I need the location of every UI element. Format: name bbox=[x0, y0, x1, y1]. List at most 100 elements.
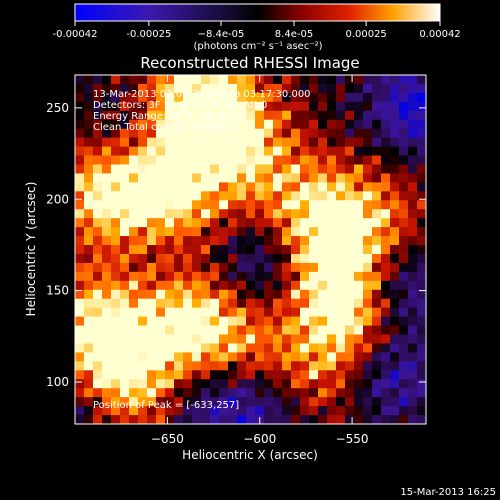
heatmap-cell bbox=[255, 262, 265, 273]
heatmap-cell bbox=[372, 227, 382, 237]
heatmap-cell bbox=[165, 164, 175, 175]
heatmap-cell bbox=[156, 75, 166, 85]
heatmap-cell bbox=[120, 83, 130, 94]
heatmap-cell bbox=[363, 173, 373, 183]
heatmap-cell bbox=[183, 352, 193, 362]
heatmap-cell bbox=[345, 146, 355, 157]
heatmap-cell bbox=[273, 298, 283, 309]
heatmap-cell bbox=[327, 325, 337, 336]
heatmap-cell bbox=[228, 388, 238, 398]
heatmap-cell bbox=[147, 343, 157, 354]
heatmap-cell bbox=[417, 334, 426, 345]
heatmap-cell bbox=[174, 397, 184, 407]
heatmap-cell bbox=[147, 137, 157, 148]
heatmap-cell bbox=[408, 227, 418, 237]
heatmap-cell bbox=[309, 164, 319, 175]
heatmap-cell bbox=[156, 253, 166, 264]
heatmap-cell bbox=[282, 289, 292, 300]
heatmap-cell bbox=[84, 146, 94, 157]
heatmap-cell bbox=[75, 101, 85, 112]
heatmap-cell bbox=[219, 75, 229, 85]
heatmap-cell bbox=[156, 379, 166, 389]
heatmap-cell bbox=[174, 245, 184, 255]
heatmap-cell bbox=[327, 128, 337, 139]
heatmap-cell bbox=[138, 191, 148, 201]
heatmap-cell bbox=[138, 370, 148, 380]
heatmap-cell bbox=[84, 164, 94, 175]
heatmap-cell bbox=[201, 245, 211, 255]
heatmap-cell bbox=[309, 173, 319, 183]
heatmap-cell bbox=[138, 316, 148, 327]
heatmap-cell bbox=[318, 280, 328, 291]
heatmap-cell bbox=[228, 137, 238, 148]
heatmap-cell bbox=[138, 397, 148, 407]
heatmap-cell bbox=[255, 298, 265, 309]
heatmap-cell bbox=[93, 307, 103, 318]
heatmap-cell bbox=[201, 137, 211, 148]
heatmap-cell bbox=[165, 119, 175, 130]
heatmap-cell bbox=[75, 200, 85, 210]
heatmap-cell bbox=[219, 280, 229, 291]
heatmap-cell bbox=[372, 415, 382, 424]
heatmap-cell bbox=[228, 101, 238, 112]
heatmap-cell bbox=[120, 245, 130, 255]
heatmap-cell bbox=[201, 343, 211, 354]
heatmap-cell bbox=[390, 200, 400, 210]
heatmap-cell bbox=[336, 289, 346, 300]
heatmap-cell bbox=[372, 191, 382, 201]
heatmap-cell bbox=[129, 236, 139, 246]
heatmap-cell bbox=[102, 101, 112, 112]
heatmap-cell bbox=[408, 182, 418, 192]
heatmap-cell bbox=[111, 307, 121, 318]
heatmap-cell bbox=[111, 110, 121, 121]
heatmap-cell bbox=[147, 406, 157, 416]
heatmap-cell bbox=[120, 298, 130, 309]
heatmap-cell bbox=[237, 397, 247, 407]
heatmap-cell bbox=[417, 209, 426, 219]
heatmap-cell bbox=[201, 218, 211, 228]
heatmap-cell bbox=[345, 236, 355, 246]
heatmap-cell bbox=[129, 173, 139, 183]
heatmap-cell bbox=[219, 361, 229, 371]
heatmap-cell bbox=[183, 173, 193, 183]
heatmap-cell bbox=[147, 236, 157, 246]
heatmap-cell bbox=[75, 406, 85, 416]
heatmap-cell bbox=[345, 137, 355, 148]
heatmap-cell bbox=[237, 182, 247, 192]
heatmap-cell bbox=[300, 271, 310, 282]
heatmap-cell bbox=[237, 271, 247, 282]
heatmap-cell bbox=[309, 271, 319, 282]
colorbar-ticks: -0.00042 -0.00025 −8.4e-05 8.4e-05 0.00025 0.… bbox=[53, 21, 461, 40]
heatmap-cell bbox=[273, 280, 283, 291]
heatmap-cell bbox=[183, 343, 193, 354]
heatmap-cell bbox=[129, 289, 139, 300]
heatmap-cell bbox=[246, 316, 256, 327]
heatmap-cell bbox=[417, 75, 426, 85]
heatmap-cell bbox=[129, 361, 139, 371]
heatmap-cell bbox=[165, 388, 175, 398]
heatmap-cell bbox=[129, 83, 139, 94]
heatmap-cell bbox=[399, 289, 409, 300]
heatmap-cell bbox=[129, 191, 139, 201]
heatmap-cell bbox=[111, 289, 121, 300]
heatmap-cell bbox=[309, 289, 319, 300]
heatmap-cell bbox=[336, 191, 346, 201]
heatmap-cell bbox=[192, 75, 202, 85]
heatmap-cell bbox=[417, 280, 426, 291]
heatmap-cell bbox=[183, 397, 193, 407]
heatmap-cell bbox=[309, 83, 319, 94]
heatmap-cell bbox=[237, 298, 247, 309]
heatmap-cell bbox=[381, 236, 391, 246]
y-tick-label: 250 bbox=[46, 101, 69, 115]
heatmap-cell bbox=[273, 164, 283, 175]
heatmap-cell bbox=[336, 307, 346, 318]
heatmap-cell bbox=[336, 227, 346, 237]
heatmap-cell bbox=[192, 334, 202, 345]
heatmap-cell bbox=[354, 164, 364, 175]
heatmap-cell bbox=[111, 83, 121, 94]
heatmap-cell bbox=[399, 343, 409, 354]
heatmap-cell bbox=[282, 200, 292, 210]
heatmap-cell bbox=[282, 325, 292, 336]
heatmap-cell bbox=[408, 110, 418, 121]
heatmap-cell bbox=[372, 253, 382, 264]
